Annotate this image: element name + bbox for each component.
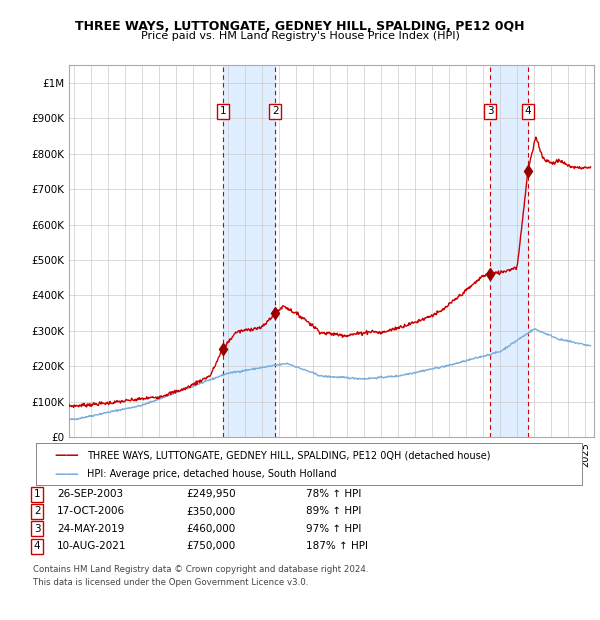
- Text: 4: 4: [34, 541, 41, 551]
- Text: ——: ——: [54, 450, 79, 462]
- Bar: [490, 65, 527, 437]
- Text: HPI: Average price, detached house, South Holland: HPI: Average price, detached house, Sout…: [87, 469, 337, 479]
- Text: £249,950: £249,950: [186, 489, 236, 499]
- Text: THREE WAYS, LUTTONGATE, GEDNEY HILL, SPALDING, PE12 0QH: THREE WAYS, LUTTONGATE, GEDNEY HILL, SPA…: [75, 20, 525, 33]
- Text: 17-OCT-2006: 17-OCT-2006: [57, 507, 125, 516]
- Text: 2: 2: [272, 106, 278, 116]
- Text: 24-MAY-2019: 24-MAY-2019: [57, 524, 124, 534]
- Text: 26-SEP-2003: 26-SEP-2003: [57, 489, 123, 499]
- Text: 3: 3: [34, 524, 41, 534]
- Text: £750,000: £750,000: [186, 541, 235, 551]
- Text: 97% ↑ HPI: 97% ↑ HPI: [306, 524, 361, 534]
- Text: 3: 3: [487, 106, 493, 116]
- Text: 10-AUG-2021: 10-AUG-2021: [57, 541, 127, 551]
- Text: £350,000: £350,000: [186, 507, 235, 516]
- Text: 187% ↑ HPI: 187% ↑ HPI: [306, 541, 368, 551]
- Text: £460,000: £460,000: [186, 524, 235, 534]
- Text: This data is licensed under the Open Government Licence v3.0.: This data is licensed under the Open Gov…: [33, 578, 308, 587]
- Text: 89% ↑ HPI: 89% ↑ HPI: [306, 507, 361, 516]
- Text: 1: 1: [220, 106, 226, 116]
- Text: 2: 2: [34, 507, 41, 516]
- Text: Contains HM Land Registry data © Crown copyright and database right 2024.: Contains HM Land Registry data © Crown c…: [33, 565, 368, 574]
- Text: 78% ↑ HPI: 78% ↑ HPI: [306, 489, 361, 499]
- Text: Price paid vs. HM Land Registry's House Price Index (HPI): Price paid vs. HM Land Registry's House …: [140, 31, 460, 41]
- Bar: [223, 65, 275, 437]
- Text: 1: 1: [34, 489, 41, 499]
- Text: THREE WAYS, LUTTONGATE, GEDNEY HILL, SPALDING, PE12 0QH (detached house): THREE WAYS, LUTTONGATE, GEDNEY HILL, SPA…: [87, 451, 491, 461]
- Text: 4: 4: [524, 106, 531, 116]
- Text: ——: ——: [54, 468, 79, 481]
